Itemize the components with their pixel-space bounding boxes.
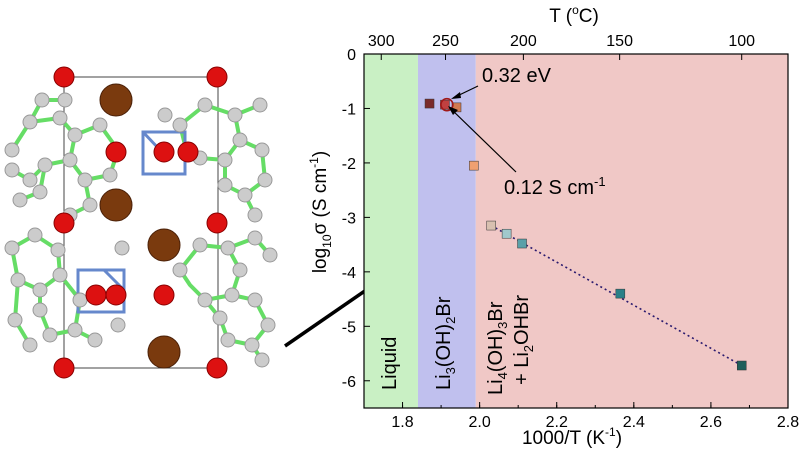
axes: 1.8 2.0 2.2 2.4 2.6 2.8 0 -1 -2 -3 -4 -5 -6 300 250 200…	[342, 33, 799, 431]
region-label-liquid: Liquid	[379, 337, 401, 390]
top-axis-label: T (oC)	[549, 3, 599, 27]
x-tick-label: 2.4	[623, 414, 645, 431]
data-point	[486, 220, 496, 231]
data-points	[424, 97, 747, 371]
annotation-activation-energy: 0.32 eV	[482, 65, 552, 87]
y-tick-label: -2	[342, 156, 356, 173]
y-tick-label: -4	[342, 265, 356, 282]
data-point	[615, 288, 626, 299]
top-tick-label: 100	[728, 33, 755, 50]
highlight-circle	[440, 97, 454, 112]
annotation-arrow-conductivity	[449, 107, 517, 173]
annotation-arrowhead-energy	[451, 92, 461, 99]
top-tick-label: 200	[510, 33, 537, 50]
x-tick-label: 2.0	[469, 414, 491, 431]
data-point	[501, 228, 512, 239]
phase-region	[475, 54, 788, 408]
oxygen-atoms	[53, 66, 228, 379]
data-point	[424, 98, 435, 109]
phase-region	[417, 54, 476, 408]
phase-regions	[364, 54, 788, 408]
region-label-li4: Li4(OH)3Br	[485, 301, 510, 395]
phase-region	[364, 54, 418, 408]
annotation-conductivity: 0.12 S cm-1	[504, 174, 606, 199]
data-point	[469, 160, 479, 171]
data-point	[736, 360, 747, 371]
annotation-arrowhead-conductivity	[448, 106, 458, 115]
chart: 1.8 2.0 2.2 2.4 2.6 2.8 0 -1 -2 -3 -4 -5 -6 300 250 200…	[307, 3, 799, 449]
x-tick-label: 2.6	[700, 414, 722, 431]
data-point	[517, 238, 527, 249]
x-tick-label: 1.8	[391, 414, 413, 431]
y-axis-label: log10σ (S cm-1)	[307, 151, 334, 273]
x-tick-label: 2.8	[777, 414, 799, 431]
top-tick-label: 250	[432, 33, 459, 50]
y-tick-label: -1	[342, 101, 356, 118]
bond-network	[10, 98, 272, 362]
y-tick-label: 0	[347, 47, 356, 64]
bromine-atoms	[99, 83, 181, 369]
region-label-li2ohbr: + Li2OHBr	[511, 295, 536, 385]
x-axis-label: 1000/T (K-1)	[522, 425, 622, 449]
unit-cell-frame	[63, 76, 219, 369]
y-tick-label: -6	[342, 374, 356, 391]
top-tick-label: 150	[606, 33, 633, 50]
crystal-structure-icon	[4, 66, 278, 379]
y-tick-label: -5	[342, 319, 356, 336]
region-label-li3: Li3(OH)2Br	[433, 296, 458, 390]
top-tick-label: 300	[368, 33, 395, 50]
plot-frame	[363, 53, 789, 409]
y-tick-label: -3	[342, 210, 356, 227]
x-tick-label: 2.2	[546, 414, 568, 431]
